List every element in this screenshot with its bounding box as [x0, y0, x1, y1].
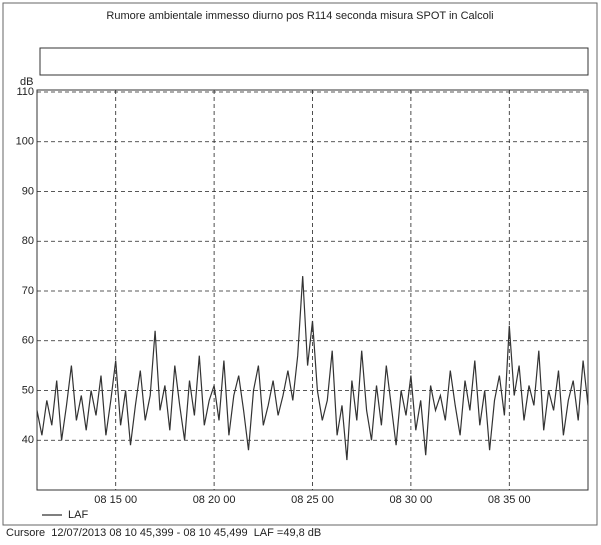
data-line: [36, 276, 589, 461]
y-tick-label: 80: [22, 235, 34, 247]
y-tick-label: 110: [16, 86, 34, 98]
x-tick-label: 08 20 00: [193, 494, 236, 506]
info-box: [39, 47, 589, 76]
y-axis-label: dB: [20, 76, 33, 88]
y-tick-label: 40: [22, 434, 34, 446]
y-tick-label: 60: [22, 335, 34, 347]
x-tick-label: 08 35 00: [488, 494, 531, 506]
y-tick-label: 70: [22, 285, 34, 297]
cursor-text: Cursore 12/07/2013 08 10 45,399 - 08 10 …: [6, 527, 321, 539]
x-tick-label: 08 15 00: [94, 494, 137, 506]
x-tick-label: 08 30 00: [389, 494, 432, 506]
y-tick-label: 90: [22, 185, 34, 197]
y-tick-label: 50: [22, 384, 34, 396]
legend-label: LAF: [68, 509, 88, 521]
x-tick-label: 08 25 00: [291, 494, 334, 506]
frame: [2, 2, 598, 526]
chart-title: Rumore ambientale immesso diurno pos R11…: [106, 10, 493, 22]
y-tick-label: 100: [16, 136, 34, 148]
